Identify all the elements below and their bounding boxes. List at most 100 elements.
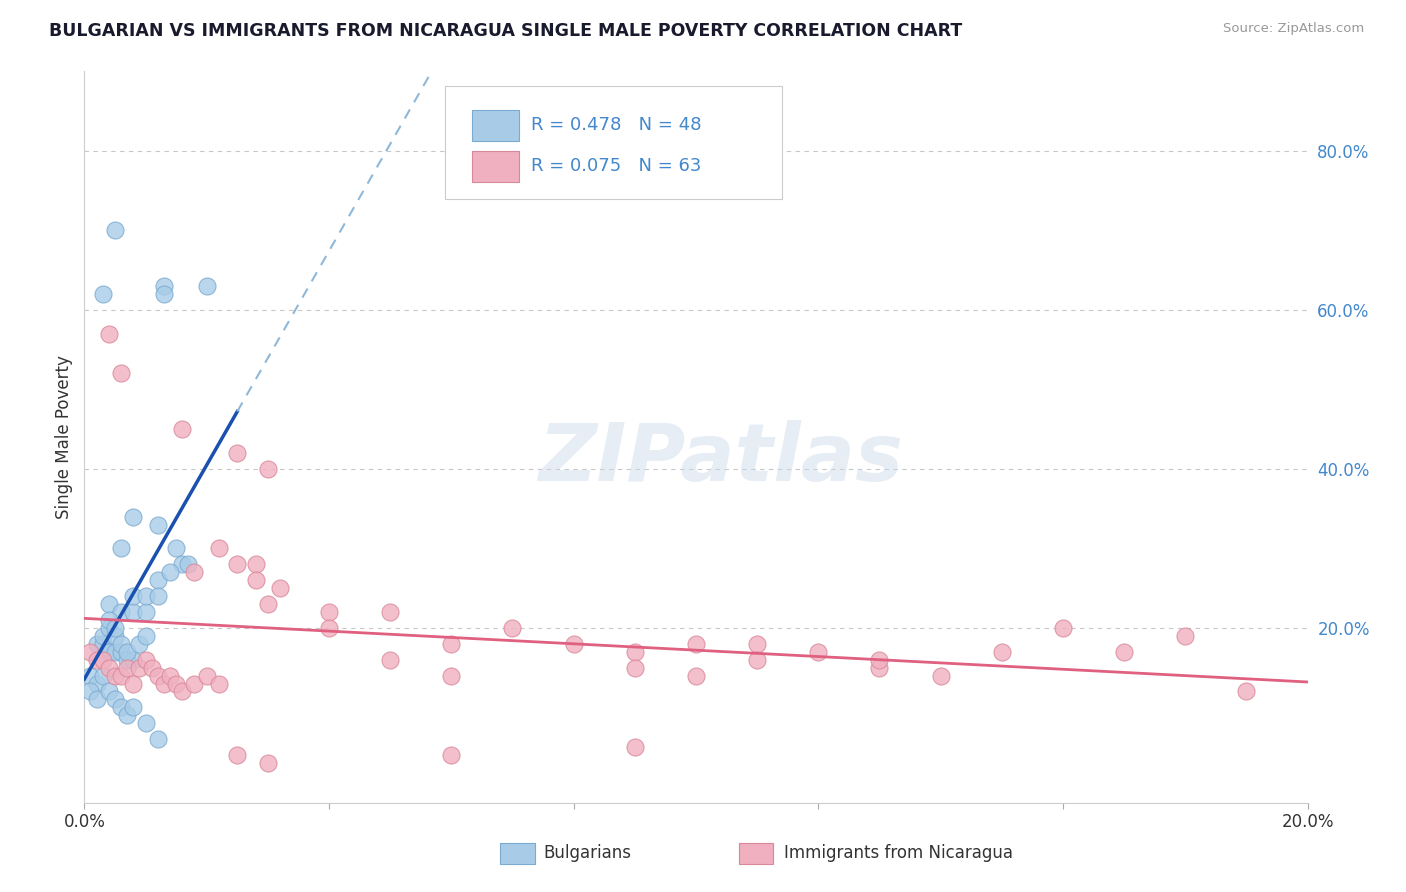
Text: Immigrants from Nicaragua: Immigrants from Nicaragua xyxy=(785,844,1014,863)
Point xyxy=(97,684,120,698)
Point xyxy=(624,660,647,674)
Point xyxy=(110,637,132,651)
Point xyxy=(97,613,120,627)
Point xyxy=(135,589,157,603)
Point xyxy=(97,660,120,674)
Point xyxy=(226,446,249,460)
Point xyxy=(440,637,463,651)
Point xyxy=(807,645,830,659)
Text: R = 0.478   N = 48: R = 0.478 N = 48 xyxy=(531,117,702,135)
Point xyxy=(122,605,145,619)
Point xyxy=(86,692,108,706)
Point xyxy=(115,645,138,659)
Point xyxy=(257,597,280,611)
Point xyxy=(195,668,218,682)
Point xyxy=(122,589,145,603)
Point xyxy=(104,621,127,635)
Point xyxy=(208,541,231,556)
FancyBboxPatch shape xyxy=(446,86,782,200)
Point xyxy=(380,653,402,667)
Point xyxy=(172,558,194,572)
Text: ZIPatlas: ZIPatlas xyxy=(538,420,903,498)
Point xyxy=(97,326,120,341)
Point xyxy=(122,700,145,714)
Point xyxy=(685,637,707,651)
Point xyxy=(440,748,463,763)
Point xyxy=(91,637,114,651)
Point xyxy=(153,279,176,293)
Point xyxy=(97,597,120,611)
Point xyxy=(869,660,891,674)
Point xyxy=(104,645,127,659)
Point xyxy=(110,700,132,714)
Point xyxy=(153,287,176,301)
Point xyxy=(104,668,127,682)
Point xyxy=(1052,621,1074,635)
Point xyxy=(269,581,291,595)
Point xyxy=(685,668,707,682)
Point xyxy=(115,653,138,667)
Point xyxy=(146,732,169,747)
Point xyxy=(869,653,891,667)
Point xyxy=(440,668,463,682)
Point xyxy=(86,637,108,651)
Point xyxy=(104,629,127,643)
Point xyxy=(172,684,194,698)
Bar xyxy=(738,843,773,863)
Point xyxy=(97,621,120,635)
Point xyxy=(122,653,145,667)
Point xyxy=(128,660,150,674)
Point xyxy=(86,653,108,667)
Point xyxy=(79,684,101,698)
Point xyxy=(562,637,585,651)
Point xyxy=(122,676,145,690)
Point xyxy=(153,676,176,690)
Point xyxy=(135,653,157,667)
Point xyxy=(226,748,249,763)
Point xyxy=(91,287,114,301)
Text: BULGARIAN VS IMMIGRANTS FROM NICARAGUA SINGLE MALE POVERTY CORRELATION CHART: BULGARIAN VS IMMIGRANTS FROM NICARAGUA S… xyxy=(49,22,963,40)
Point xyxy=(79,668,101,682)
Point xyxy=(318,621,340,635)
Point xyxy=(97,645,120,659)
Point xyxy=(183,676,205,690)
Y-axis label: Single Male Poverty: Single Male Poverty xyxy=(55,355,73,519)
Point xyxy=(172,422,194,436)
Point xyxy=(135,629,157,643)
Point xyxy=(135,605,157,619)
Point xyxy=(91,653,114,667)
Point xyxy=(135,716,157,731)
Point xyxy=(380,605,402,619)
Text: R = 0.075   N = 63: R = 0.075 N = 63 xyxy=(531,158,702,176)
Point xyxy=(110,541,132,556)
Point xyxy=(318,605,340,619)
Point xyxy=(165,676,187,690)
Bar xyxy=(472,110,519,141)
Point xyxy=(146,573,169,587)
Bar xyxy=(472,151,519,182)
Point xyxy=(128,637,150,651)
Point xyxy=(1236,684,1258,698)
Point xyxy=(208,676,231,690)
Point xyxy=(159,566,181,580)
Point xyxy=(245,573,267,587)
Text: Source: ZipAtlas.com: Source: ZipAtlas.com xyxy=(1223,22,1364,36)
Point xyxy=(146,589,169,603)
Point xyxy=(115,708,138,723)
Point xyxy=(245,558,267,572)
Point xyxy=(1114,645,1136,659)
Point xyxy=(86,676,108,690)
Point xyxy=(91,629,114,643)
Point xyxy=(104,223,127,237)
Point xyxy=(110,668,132,682)
Point xyxy=(624,740,647,755)
Point xyxy=(183,566,205,580)
Point xyxy=(110,605,132,619)
Point xyxy=(110,367,132,381)
Point xyxy=(257,462,280,476)
Point xyxy=(502,621,524,635)
Point xyxy=(929,668,952,682)
Point xyxy=(165,541,187,556)
Point xyxy=(1174,629,1197,643)
Bar xyxy=(501,843,534,863)
